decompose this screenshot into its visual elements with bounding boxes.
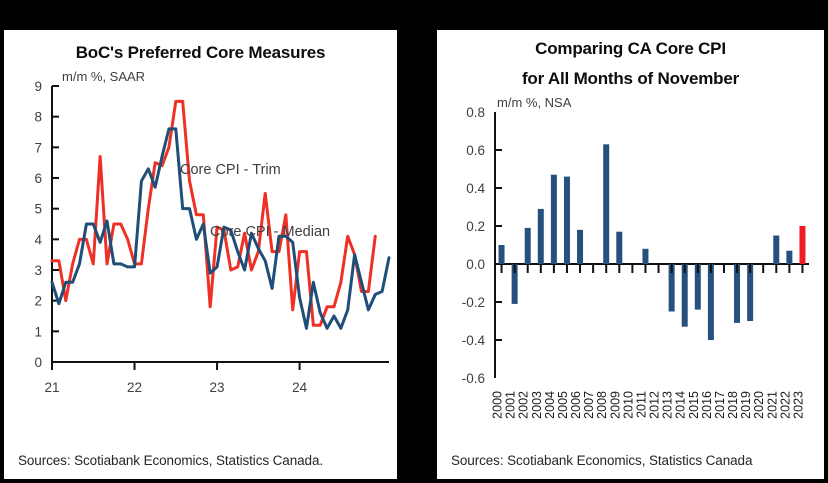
right-y-tick-label: 0.6 (466, 143, 485, 158)
right-x-tick-label: 2004 (543, 391, 557, 419)
left-y-tick-label: 2 (34, 294, 42, 309)
bar (550, 174, 557, 264)
left-y-tick-label: 3 (34, 263, 42, 278)
right-x-tick-label: 2020 (752, 391, 766, 419)
right-source-note: Sources: Scotiabank Economics, Statistic… (451, 453, 753, 468)
bar (511, 264, 518, 304)
right-x-tick-label: 2003 (530, 391, 544, 419)
right-plot-area: 0.8 0.6 0.4 0.2 0.0 -0.2 -0.4 -0.6 2000 2001 2002 2… (437, 90, 824, 440)
right-x-tick-label: 2005 (556, 391, 570, 419)
right-chart-title-line1: Comparing CA Core CPI (535, 39, 726, 58)
right-chart-title-line2: for All Months of November (521, 69, 740, 88)
right-x-tick-label: 2008 (595, 391, 609, 419)
bar (668, 264, 675, 312)
right-x-tick-label: 2002 (517, 391, 531, 419)
right-x-tick-label: 2010 (621, 391, 635, 419)
right-x-tick-label: 2013 (661, 391, 675, 419)
left-plot-area: 0 1 2 3 4 5 6 7 8 9 21 22 23 24 Core CPI - Trim Core CP… (4, 64, 397, 434)
bar (498, 245, 505, 264)
bar (799, 226, 806, 264)
bar (603, 144, 610, 264)
left-unit-label: m/m %, SAAR (62, 69, 146, 84)
right-y-tick-label: 0.2 (466, 219, 485, 234)
right-x-tick-label: 2011 (634, 391, 648, 418)
right-y-tick-label: -0.2 (462, 295, 485, 310)
left-y-tick-label: 8 (34, 110, 42, 125)
right-x-tick-label: 2023 (791, 391, 805, 419)
right-y-tick-label: 0.4 (466, 181, 485, 196)
left-x-tick-label: 22 (127, 380, 142, 395)
bar (563, 176, 570, 264)
left-y-tick-label: 6 (34, 171, 42, 186)
right-x-tick-label: 2012 (648, 391, 662, 419)
right-y-tick-label: -0.4 (462, 333, 486, 348)
right-y-tick-label: 0.8 (466, 105, 485, 120)
right-x-tick-label: 2006 (569, 391, 583, 419)
bar (707, 264, 714, 340)
right-unit-label: m/m %, NSA (497, 95, 572, 110)
right-x-tick-label: 2001 (504, 391, 518, 419)
bar (616, 231, 623, 264)
right-x-tick-label: 2000 (491, 391, 505, 419)
bar (577, 229, 584, 264)
chart-panel-right: Comparing CA Core CPI for All Months of … (437, 30, 824, 479)
bar (773, 235, 780, 264)
left-series-line (50, 99, 377, 327)
series-label-median: Core CPI - Median (210, 224, 330, 240)
series-label-trim: Core CPI - Trim (180, 162, 281, 178)
left-chart-title: BoC's Preferred Core Measures (75, 43, 326, 62)
bar (524, 227, 531, 264)
right-x-tick-label: 2014 (674, 391, 688, 419)
bar (694, 264, 701, 310)
right-x-tick-label: 2009 (608, 391, 622, 419)
left-x-tick-label: 24 (292, 380, 308, 395)
right-y-tick-label: 0.0 (466, 257, 485, 272)
bar (537, 208, 544, 264)
left-source-note: Sources: Scotiabank Economics, Statistic… (18, 453, 324, 468)
left-x-tick-label: 21 (44, 380, 59, 395)
bar (681, 264, 688, 327)
left-y-tick-label: 1 (34, 324, 42, 339)
left-y-tick-label: 9 (34, 79, 42, 94)
left-y-tick-label: 0 (34, 355, 42, 370)
right-x-tick-label: 2015 (687, 391, 701, 419)
right-x-tick-label: 2021 (765, 391, 779, 419)
right-x-tick-label: 2022 (778, 391, 792, 419)
bar (642, 248, 649, 264)
right-x-tick-label: 2007 (582, 391, 596, 419)
right-x-tick-label: 2018 (726, 391, 740, 419)
right-x-tick-label: 2016 (700, 391, 714, 419)
right-x-tick-label: 2019 (739, 391, 753, 419)
bar (786, 250, 793, 264)
left-series-line (50, 127, 391, 330)
right-y-tick-label: -0.6 (462, 371, 485, 386)
bar (747, 264, 754, 321)
bar (734, 264, 741, 323)
left-x-tick-label: 23 (210, 380, 225, 395)
left-y-tick-label: 4 (34, 232, 42, 247)
left-y-tick-label: 7 (34, 140, 42, 155)
left-y-tick-label: 5 (34, 202, 42, 217)
right-x-tick-label: 2017 (713, 391, 727, 419)
